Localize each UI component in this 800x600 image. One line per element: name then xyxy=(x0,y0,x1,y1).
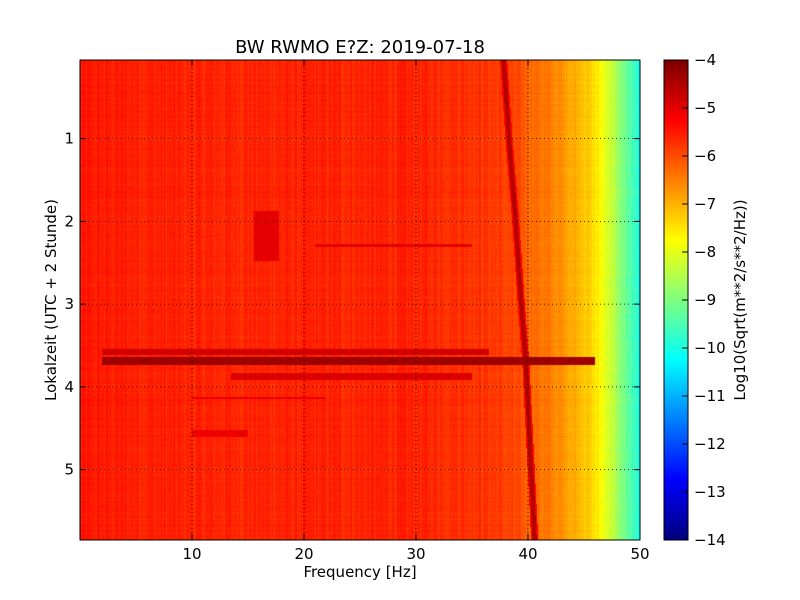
x-tick-label: 50 xyxy=(630,545,649,563)
colorbar-tick-label: −10 xyxy=(694,339,726,357)
x-tick-label: 40 xyxy=(518,545,537,563)
colorbar-tick-label: −6 xyxy=(694,147,716,165)
colorbar-tick-label: −11 xyxy=(694,387,726,405)
spectrogram-heatmap xyxy=(80,60,640,540)
colorbar-tick-label: −9 xyxy=(694,291,716,309)
y-axis-ticks: 1 2 3 4 5 xyxy=(64,130,640,479)
x-axis-ticks: 10 20 30 40 50 xyxy=(182,60,650,563)
plot-frame xyxy=(79,59,641,541)
y-tick-label: 3 xyxy=(64,295,74,313)
y-tick-label: 5 xyxy=(64,461,74,479)
colorbar-ticks: −4 −5 −6 −7 −8 −9 −10 −11 −12 −13 −14 xyxy=(682,51,726,549)
x-tick-label: 10 xyxy=(182,545,201,563)
x-tick-label: 20 xyxy=(294,545,313,563)
y-tick-label: 4 xyxy=(64,378,74,396)
x-axis-label: Frequency [Hz] xyxy=(303,563,416,581)
colorbar-tick-label: −4 xyxy=(694,51,716,69)
chart-title: BW RWMO E?Z: 2019-07-18 xyxy=(235,37,485,58)
y-axis-label: Lokalzeit (UTC + 2 Stunde) xyxy=(42,199,60,401)
colorbar-tick-label: −13 xyxy=(694,483,726,501)
colorbar-tick-label: −7 xyxy=(694,195,716,213)
colorbar-tick-label: −8 xyxy=(694,243,716,261)
x-tick-label: 30 xyxy=(406,545,425,563)
colorbar-label: Log10(Sqrt(m**2/s**2/Hz)) xyxy=(731,199,749,400)
grid-lines xyxy=(80,60,640,540)
colorbar-tick-label: −14 xyxy=(694,531,726,549)
colorbar-tick-label: −5 xyxy=(694,99,716,117)
colorbar-tick-label: −12 xyxy=(694,435,726,453)
y-tick-label: 2 xyxy=(64,212,74,230)
y-tick-label: 1 xyxy=(64,130,74,148)
